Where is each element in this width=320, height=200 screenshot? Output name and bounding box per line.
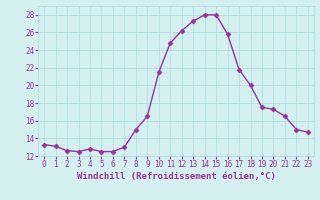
X-axis label: Windchill (Refroidissement éolien,°C): Windchill (Refroidissement éolien,°C)	[76, 172, 276, 181]
